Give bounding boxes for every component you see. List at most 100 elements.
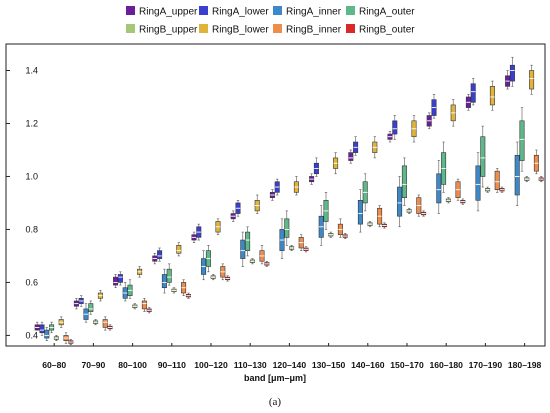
box-RingB_inner-12 (533, 149, 539, 175)
box-RingA_lower-3 (157, 247, 163, 262)
box-RingB_inner-11 (494, 168, 500, 193)
box-RingB_outer-4 (225, 275, 231, 282)
y-tick-label: 1.2 (25, 118, 38, 128)
box-RingB_inner-9 (416, 194, 422, 217)
box-body (157, 250, 163, 259)
legend-swatch (273, 24, 282, 33)
y-tick-label: 0.8 (25, 224, 38, 234)
box-body (245, 231, 251, 251)
box-RingB_upper-9 (406, 207, 412, 214)
box-RingB_lower-4 (215, 218, 221, 236)
box-RingB_upper-7 (328, 231, 334, 238)
box-RingA_upper-4 (191, 231, 197, 243)
box-RingB_lower-7 (333, 152, 339, 175)
box-RingA_upper-6 (269, 189, 275, 201)
box-RingB_inner-3 (181, 279, 187, 296)
legend-item-RingA_lower: RingA_lower (199, 6, 269, 18)
legend: RingA_upper RingA_lower RingA_inner RingA_o… (126, 6, 415, 36)
x-tick-label: 80–100 (118, 360, 147, 370)
legend-swatch (346, 24, 355, 33)
box-RingA_upper-0 (34, 321, 40, 331)
box-RingB_inner-5 (259, 245, 265, 265)
legend-item-RingA_inner: RingA_inner (273, 6, 342, 18)
box-RingA_outer-3 (166, 263, 172, 286)
box-RingB_upper-2 (132, 303, 138, 310)
y-axis: 0.4 0.6 0.8 1.0 1.2 1.4 (6, 65, 38, 340)
box-RingA_outer-10 (441, 141, 447, 193)
box-body (475, 165, 481, 201)
box-RingA_upper-12 (505, 70, 511, 90)
box-body (514, 154, 520, 196)
figure-caption: (a) (269, 396, 282, 408)
box-RingB_inner-10 (455, 178, 461, 201)
box-body (509, 64, 515, 82)
x-tick-label: 70–90 (81, 360, 105, 370)
legend-item-RingB_lower: RingB_lower (199, 24, 269, 36)
box-RingB_outer-1 (107, 324, 113, 331)
series-RingB_outer (68, 176, 544, 345)
box-body (470, 83, 476, 103)
box-RingB_inner-1 (102, 316, 108, 331)
legend-label: RingA_inner (286, 7, 342, 18)
box-RingA_inner-10 (436, 160, 442, 214)
legend-label: RingA_lower (212, 7, 269, 18)
x-tick-label: 160–180 (429, 360, 463, 370)
box-RingB_lower-8 (372, 136, 378, 159)
box-RingB_inner-6 (298, 234, 304, 251)
box-body (141, 300, 147, 310)
box-RingA_lower-8 (353, 136, 359, 156)
box-RingB_upper-5 (249, 258, 255, 265)
box-body (44, 329, 50, 339)
box-RingA_inner-1 (83, 303, 89, 323)
box-RingB_outer-0 (68, 339, 74, 345)
box-RingA_inner-11 (475, 152, 481, 212)
box-RingB_inner-7 (337, 218, 343, 238)
box-body (480, 136, 486, 177)
box-RingA_upper-1 (73, 298, 79, 310)
box-RingA_inner-2 (122, 282, 128, 302)
box-RingA_outer-9 (401, 157, 407, 206)
legend-label: RingB_lower (212, 25, 269, 36)
legend-item-RingB_upper: RingB_upper (126, 24, 198, 36)
boxes (34, 56, 544, 345)
box-RingB_outer-2 (146, 307, 152, 314)
box-RingB_upper-10 (445, 197, 451, 204)
box-RingA_inner-4 (201, 250, 207, 281)
legend-swatch (199, 6, 208, 15)
box-RingA_outer-12 (519, 107, 525, 172)
series-RingB_lower (58, 64, 535, 328)
box-RingA_upper-8 (348, 149, 354, 164)
legend-label: RingB_upper (139, 25, 198, 36)
y-tick-label: 0.6 (25, 277, 38, 287)
x-tick-label: 120–140 (273, 360, 307, 370)
box-body (39, 324, 45, 334)
x-axis: 60–80 70–90 80–100 90–110 100–120 110–130 120–… (42, 343, 542, 370)
box-RingA_upper-9 (387, 131, 393, 143)
box-RingB_inner-0 (63, 332, 69, 344)
box-RingB_upper-1 (93, 319, 99, 326)
x-tick-label: 130–150 (312, 360, 346, 370)
legend-item-RingA_upper: RingA_upper (126, 6, 198, 18)
box-RingB_lower-9 (411, 115, 417, 143)
box-RingA_upper-5 (230, 210, 236, 222)
box-body (348, 152, 354, 161)
box-RingB_lower-12 (529, 64, 535, 95)
box-RingA_lower-1 (78, 295, 84, 307)
box-body (88, 303, 94, 312)
legend-item-RingB_outer: RingB_outer (346, 24, 415, 36)
box-RingB_lower-2 (137, 266, 143, 278)
box-RingB_lower-5 (254, 194, 260, 214)
box-RingB_outer-10 (460, 198, 466, 205)
legend-swatch (199, 24, 208, 33)
box-RingB_inner-2 (141, 298, 147, 312)
box-RingA_lower-7 (313, 157, 319, 177)
x-tick-label: 100–120 (194, 360, 228, 370)
box-RingB_upper-8 (367, 221, 373, 228)
box-RingA_outer-11 (480, 125, 486, 188)
series-RingA_outer (49, 107, 525, 334)
box-RingB_outer-11 (499, 186, 505, 193)
box-RingB_lower-3 (176, 242, 182, 257)
box-RingB_upper-6 (289, 245, 295, 251)
box-RingA_inner-3 (161, 268, 167, 294)
